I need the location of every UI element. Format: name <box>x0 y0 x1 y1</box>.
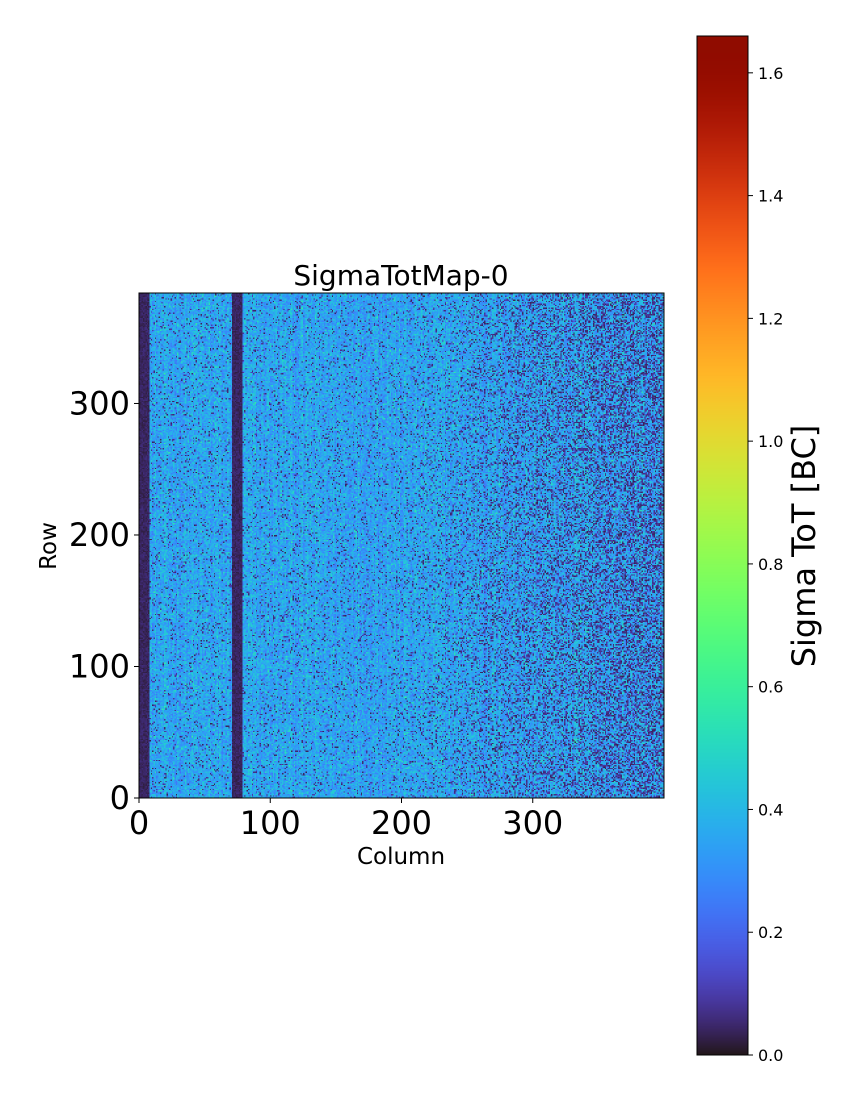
colorbar-tick-label: 1.4 <box>758 187 783 206</box>
y-tick-label: 200 <box>69 516 130 554</box>
x-tick-label: 100 <box>240 804 301 842</box>
y-tick-label: 300 <box>69 384 130 422</box>
x-axis-ticks: 0 100 200 300 <box>129 798 563 842</box>
colorbar-ticks: 0.0 0.2 0.4 0.6 0.8 1.0 1.2 1.4 1.6 <box>748 64 783 1065</box>
x-axis-label: Column <box>357 844 445 870</box>
y-tick-label: 100 <box>69 647 130 685</box>
colorbar-tick-label: 0.2 <box>758 923 783 942</box>
y-axis-ticks: 0 100 200 300 <box>69 384 139 817</box>
colorbar-gradient <box>697 36 748 1055</box>
x-tick-label: 0 <box>129 804 149 842</box>
colorbar-tick-label: 0.0 <box>758 1046 783 1065</box>
colorbar-frame <box>696 35 749 1056</box>
y-axis-label: Row <box>36 522 62 570</box>
colorbar-tick-label: 0.6 <box>758 678 783 697</box>
colorbar-tick-label: 0.4 <box>758 800 783 819</box>
colorbar-tick-label: 0.8 <box>758 555 783 574</box>
x-tick-label: 300 <box>502 804 563 842</box>
heatmap-image <box>139 293 664 798</box>
colorbar-label: Sigma ToT [BC] <box>785 425 823 668</box>
x-tick-label: 200 <box>371 804 432 842</box>
colorbar-tick-label: 1.6 <box>758 64 783 83</box>
colorbar-tick-label: 1.2 <box>758 309 783 328</box>
colorbar-tick-label: 1.0 <box>758 432 783 451</box>
y-tick-label: 0 <box>110 779 130 817</box>
chart-title: SigmaTotMap-0 <box>293 259 508 292</box>
plot-frame <box>138 292 665 799</box>
